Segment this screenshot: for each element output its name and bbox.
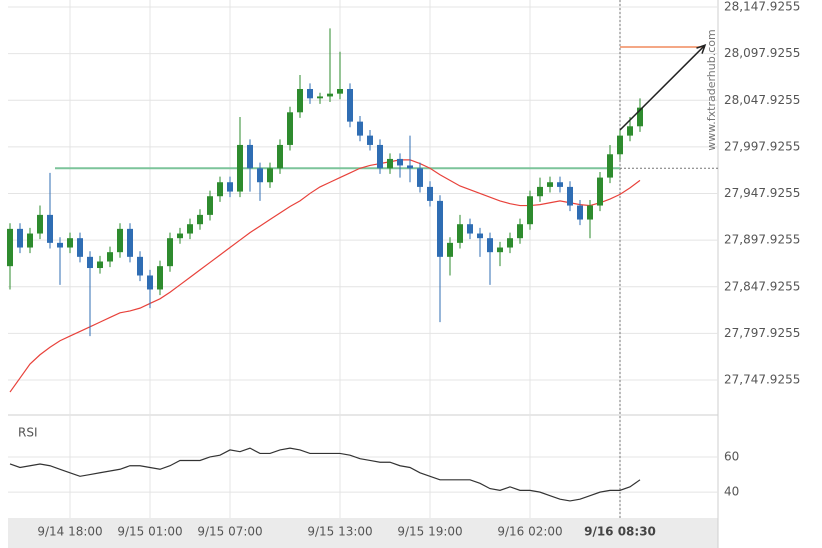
x-tick-label: 9/14 18:00 bbox=[37, 525, 102, 539]
y-tick-label: 27,797.9255 bbox=[724, 326, 800, 340]
x-tick-label: 9/15 19:00 bbox=[397, 525, 462, 539]
candle-body bbox=[7, 228, 13, 267]
x-tick-label: 9/16 02:00 bbox=[497, 525, 562, 539]
candle-body bbox=[207, 196, 213, 215]
candle-body bbox=[577, 205, 583, 220]
y-tick-label: 27,997.9255 bbox=[724, 139, 800, 153]
candle-body bbox=[527, 196, 533, 225]
candle-body bbox=[147, 275, 153, 290]
y-tick-label: 40 bbox=[724, 485, 739, 499]
candle-body bbox=[347, 88, 353, 122]
candle-body bbox=[387, 158, 393, 169]
candle-body bbox=[367, 135, 373, 145]
arrow-head bbox=[696, 43, 707, 54]
x-tick-label: 9/16 08:30 bbox=[584, 525, 656, 539]
candle-body bbox=[47, 214, 53, 243]
rsi-line bbox=[9, 447, 641, 502]
candle-body bbox=[117, 228, 123, 253]
candle-body bbox=[557, 182, 563, 187]
candle-body bbox=[597, 177, 603, 206]
candle-body bbox=[317, 96, 323, 99]
x-tick-label: 9/15 07:00 bbox=[197, 525, 262, 539]
candle-body bbox=[487, 238, 493, 253]
x-tick-label: 9/15 01:00 bbox=[117, 525, 182, 539]
x-axis-strip bbox=[8, 518, 718, 548]
candle-body bbox=[197, 214, 203, 225]
candle-body bbox=[77, 238, 83, 257]
candle-body bbox=[227, 182, 233, 192]
candle-body bbox=[417, 168, 423, 187]
candle-body bbox=[137, 256, 143, 276]
arrow bbox=[619, 44, 706, 131]
candle-body bbox=[87, 256, 93, 269]
candle-body bbox=[267, 168, 273, 183]
candle-body bbox=[97, 261, 103, 269]
candle-body bbox=[307, 88, 313, 99]
candle-body bbox=[37, 214, 43, 234]
candle-body bbox=[507, 238, 513, 248]
candle-body bbox=[427, 186, 433, 201]
x-tick-label: 9/15 13:00 bbox=[307, 525, 372, 539]
candle-body bbox=[637, 107, 643, 127]
candle-body bbox=[467, 224, 473, 234]
candle-body bbox=[407, 165, 413, 169]
candle-body bbox=[277, 144, 283, 169]
candle-body bbox=[67, 238, 73, 248]
y-tick-label: 28,097.9255 bbox=[724, 46, 800, 60]
candle-body bbox=[567, 186, 573, 206]
y-tick-label: 60 bbox=[724, 449, 739, 463]
y-tick-label: 27,947.9255 bbox=[724, 186, 800, 200]
candle-body bbox=[477, 233, 483, 239]
candle-body bbox=[537, 186, 543, 197]
moving-average bbox=[9, 159, 641, 393]
candle-body bbox=[257, 168, 263, 183]
rsi-title: RSI bbox=[18, 426, 38, 440]
candle-body bbox=[607, 154, 613, 178]
candle-body bbox=[187, 224, 193, 234]
candle-body bbox=[27, 233, 33, 248]
watermark: www.fxtraderhub.com bbox=[705, 29, 718, 150]
candle-body bbox=[217, 182, 223, 197]
candle-body bbox=[517, 224, 523, 239]
candle-body bbox=[167, 238, 173, 267]
candle-body bbox=[497, 247, 503, 253]
candle-body bbox=[237, 144, 243, 192]
candle-body bbox=[287, 112, 293, 145]
candle-body bbox=[327, 93, 333, 97]
candle-body bbox=[247, 144, 253, 169]
candle-body bbox=[377, 144, 383, 169]
candle-body bbox=[587, 205, 593, 220]
candle-body bbox=[157, 266, 163, 290]
candle-body bbox=[107, 252, 113, 262]
candle-body bbox=[17, 228, 23, 248]
candle-body bbox=[177, 233, 183, 239]
y-tick-label: 27,747.9255 bbox=[724, 373, 800, 387]
candle-body bbox=[457, 224, 463, 243]
candle-body bbox=[547, 182, 553, 187]
candle-body bbox=[437, 200, 443, 257]
candle-body bbox=[397, 158, 403, 166]
candle-body bbox=[627, 126, 633, 136]
candle-body bbox=[447, 242, 453, 257]
candle-body bbox=[337, 88, 343, 94]
y-tick-label: 27,897.9255 bbox=[724, 233, 800, 247]
candle-body bbox=[297, 88, 303, 113]
y-tick-label: 27,847.9255 bbox=[724, 279, 800, 293]
y-tick-label: 28,147.9255 bbox=[724, 0, 800, 14]
candle-body bbox=[357, 121, 363, 136]
candle-body bbox=[127, 228, 133, 257]
candle-body bbox=[617, 135, 623, 155]
y-tick-label: 28,047.9255 bbox=[724, 93, 800, 107]
candle-body bbox=[57, 242, 63, 248]
